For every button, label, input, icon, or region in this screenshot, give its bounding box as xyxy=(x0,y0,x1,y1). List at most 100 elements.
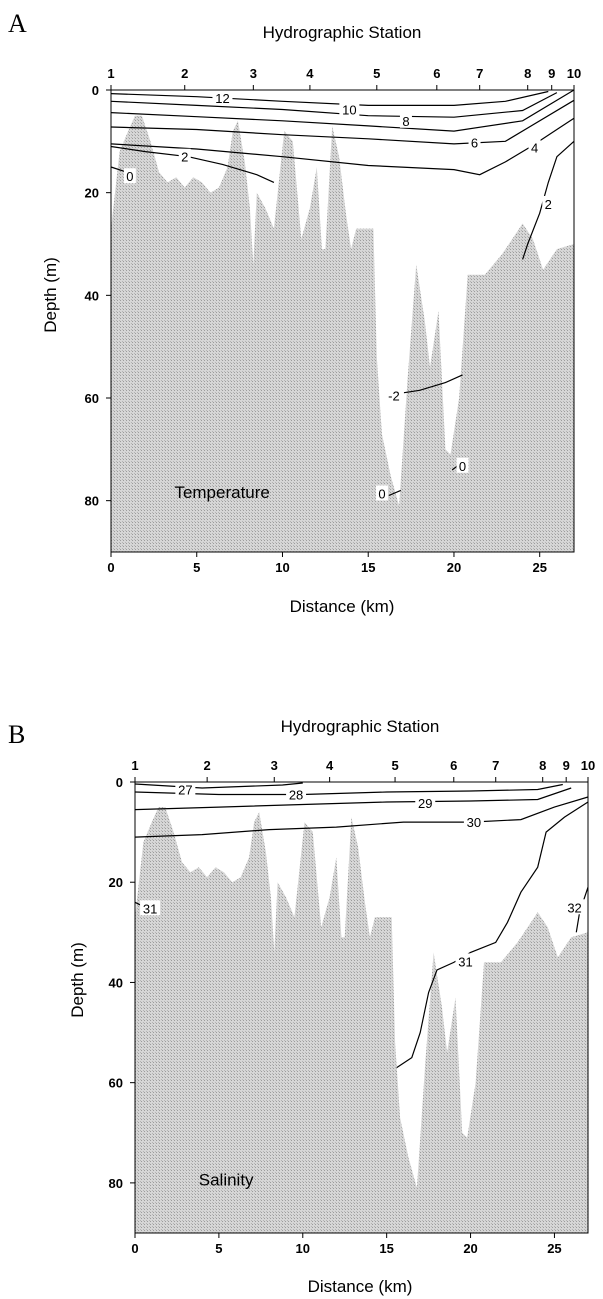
station-label-a-9: 10 xyxy=(567,66,581,81)
isoline-a-4 xyxy=(110,117,575,176)
isoline-a-2 xyxy=(110,89,575,132)
isoline-a-3 xyxy=(110,99,575,145)
x-axis-title-a: Distance (km) xyxy=(290,597,395,616)
station-label-a-4: 5 xyxy=(373,66,380,81)
y-tick-label-a-2: 40 xyxy=(85,288,99,303)
plot-frame-a xyxy=(110,89,575,553)
x-tick-label-b-1: 5 xyxy=(215,1241,222,1256)
station-axis-title-b: Hydrographic Station xyxy=(281,717,440,736)
isoline-label-bg-a-8 xyxy=(123,168,136,184)
station-label-b-0: 1 xyxy=(131,758,138,773)
isoline-label-a-6: 2 xyxy=(545,197,552,212)
isoline-label-bg-b-5 xyxy=(140,900,161,916)
isoline-label-bg-a-4 xyxy=(528,139,541,155)
x-tick-label-b-2: 10 xyxy=(296,1241,310,1256)
isoline-label-b-3: 30 xyxy=(467,815,481,830)
x-tick-label-b-4: 20 xyxy=(463,1241,477,1256)
isoline-label-bg-a-1 xyxy=(339,101,360,117)
isoline-b-5 xyxy=(134,901,141,906)
station-label-b-8: 9 xyxy=(563,758,570,773)
seafloor-area-a xyxy=(111,115,574,552)
x-tick-label-a-3: 15 xyxy=(361,560,375,575)
isoline-a-8 xyxy=(110,166,127,173)
isoline-label-b-6: 32 xyxy=(567,900,581,915)
x-tick-label-a-4: 20 xyxy=(447,560,461,575)
isoline-label-b-0: 27 xyxy=(178,783,192,798)
x-tick-label-a-5: 25 xyxy=(532,560,546,575)
isoline-label-bg-a-2 xyxy=(399,112,412,128)
isoline-label-bg-a-9 xyxy=(375,485,388,501)
station-label-a-8: 9 xyxy=(548,66,555,81)
x-tick-label-b-3: 15 xyxy=(379,1241,393,1256)
isoline-b-0 xyxy=(134,782,303,789)
isoline-label-bg-b-2 xyxy=(415,795,436,811)
station-label-a-5: 6 xyxy=(433,66,440,81)
y-tick-label-b-3: 60 xyxy=(109,1076,123,1091)
isoline-label-bg-b-1 xyxy=(286,786,307,802)
isoline-label-bg-a-7 xyxy=(383,387,404,403)
station-label-a-1: 2 xyxy=(181,66,188,81)
station-label-b-9: 10 xyxy=(581,758,595,773)
y-tick-label-b-2: 40 xyxy=(109,975,123,990)
isoline-label-b-5: 31 xyxy=(143,901,157,916)
station-label-a-7: 8 xyxy=(524,66,531,81)
y-tick-label-a-1: 20 xyxy=(85,186,99,201)
isoline-label-bg-a-5 xyxy=(178,148,191,164)
isoline-label-bg-b-3 xyxy=(463,814,484,830)
isoline-label-a-3: 6 xyxy=(471,135,478,150)
station-label-b-3: 4 xyxy=(326,758,334,773)
isoline-label-a-5: 2 xyxy=(181,150,188,165)
station-label-b-7: 8 xyxy=(539,758,546,773)
isoline-label-a-9: 0 xyxy=(378,486,385,501)
isoline-a-5 xyxy=(110,145,275,183)
y-tick-label-b-1: 20 xyxy=(109,875,123,890)
isoline-label-bg-b-4 xyxy=(455,953,476,969)
panel-label-b: Salinity xyxy=(199,1170,254,1189)
station-label-b-6: 7 xyxy=(492,758,499,773)
y-tick-label-a-0: 0 xyxy=(92,83,99,98)
x-tick-label-a-2: 10 xyxy=(275,560,289,575)
station-label-b-5: 6 xyxy=(450,758,457,773)
y-tick-label-b-4: 80 xyxy=(109,1176,123,1191)
x-tick-label-b-0: 0 xyxy=(131,1241,138,1256)
isoline-b-2 xyxy=(134,787,572,811)
station-label-b-4: 5 xyxy=(391,758,398,773)
y-tick-label-a-4: 80 xyxy=(85,494,99,509)
x-tick-label-a-1: 5 xyxy=(193,560,200,575)
y-axis-title-a: Depth (m) xyxy=(41,257,60,333)
isoline-a-9 xyxy=(388,489,402,497)
isoline-label-a-8: 0 xyxy=(126,169,133,184)
station-label-a-3: 4 xyxy=(306,66,314,81)
panel-label-a: Temperature xyxy=(174,483,269,502)
isoline-label-bg-a-10 xyxy=(456,457,469,473)
isoline-b-4 xyxy=(396,801,589,1069)
isoline-label-bg-a-6 xyxy=(542,195,555,211)
panel-letter-b: B xyxy=(8,720,25,749)
isoline-label-a-2: 8 xyxy=(402,114,409,129)
isoline-b-3 xyxy=(134,796,589,838)
y-axis-title-b: Depth (m) xyxy=(68,942,87,1018)
isoline-a-0 xyxy=(110,90,549,107)
isoline-label-bg-a-0 xyxy=(212,90,233,106)
station-label-b-2: 3 xyxy=(271,758,278,773)
y-tick-label-b-0: 0 xyxy=(116,775,123,790)
isoline-a-1 xyxy=(110,92,558,118)
panel-letter-a: A xyxy=(8,9,27,38)
isoline-label-bg-a-3 xyxy=(468,134,481,150)
station-label-a-2: 3 xyxy=(250,66,257,81)
isoline-label-b-1: 28 xyxy=(289,788,303,803)
seafloor-area-b xyxy=(135,807,588,1233)
temperature-panel: A Hydrographic Station Distance (km) Dep… xyxy=(8,9,581,616)
station-axis-title-a: Hydrographic Station xyxy=(263,23,422,42)
isoline-label-bg-b-6 xyxy=(564,899,585,915)
x-axis-title-b: Distance (km) xyxy=(308,1277,413,1296)
station-label-a-6: 7 xyxy=(476,66,483,81)
isoline-label-a-1: 10 xyxy=(342,103,356,118)
isoline-label-a-7: -2 xyxy=(388,388,400,403)
x-tick-label-b-5: 25 xyxy=(547,1241,561,1256)
isoline-b-1 xyxy=(134,783,563,796)
salinity-panel: B Hydrographic Station Distance (km) Dep… xyxy=(8,717,595,1296)
